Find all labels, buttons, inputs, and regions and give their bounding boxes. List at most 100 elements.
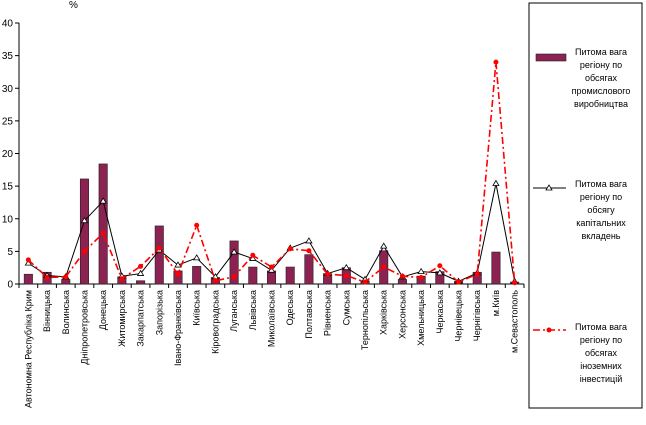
point-capital [136,269,145,276]
point-foreign [63,274,69,280]
x-tick-label: Київська [192,290,202,326]
legend-label: Питома вага регіону по обсягах іноземних інв… [575,322,627,384]
point-foreign [100,230,106,236]
point-foreign [156,245,162,251]
point-foreign [306,248,312,254]
bar [23,273,33,285]
bar [229,240,239,285]
point-foreign [399,273,405,279]
bar [285,266,295,285]
bar [79,178,89,285]
y-tick-label: 15 [2,182,14,193]
bar [397,279,407,285]
point-foreign [119,276,125,282]
x-tick-label: м.Київ [491,290,501,316]
x-tick-label: Полтавська [304,290,314,339]
point-foreign [493,59,499,65]
x-tick-label: Автономна Республіка Крим [23,290,33,408]
x-tick-label: Миколаївська [267,290,277,347]
point-capital [436,269,444,276]
point-foreign [231,274,237,280]
bar [173,270,183,285]
y-tick-label: 10 [2,214,14,225]
point-foreign [25,257,31,263]
legend-swatch-bar [535,53,567,62]
y-tick-label: 20 [2,149,14,160]
x-tick-label: Луганська [229,290,239,332]
point-capital [267,266,276,273]
point-capital [249,254,257,261]
x-tick-label: Чернівецька [454,290,464,342]
point-foreign [381,264,387,270]
x-tick-label: м.Севастополь [510,290,520,353]
line-series [24,59,519,286]
point-foreign [138,263,144,269]
bar [491,251,501,285]
point-foreign [512,280,518,286]
legend-marker-capital [545,184,553,191]
x-tick-label: Львівська [248,290,258,330]
bar [248,266,258,285]
point-capital [99,197,107,204]
x-tick-label: Тернопільська [360,290,370,350]
series-line-foreign [27,62,516,283]
point-foreign [81,248,87,254]
bar [266,270,277,285]
y-tick-label: 40 [2,19,14,30]
y-tick-label: 0 [7,280,13,291]
point-capital [192,254,201,261]
point-capital [492,179,500,186]
point-foreign [343,273,349,279]
x-tick-label: Дніпропетровська [79,290,89,365]
point-foreign [437,263,443,269]
point-foreign [362,279,368,285]
x-tick-label: Хмельницька [416,290,426,346]
point-foreign [212,278,218,284]
legend-label: Питома вага регіону по обсягу капітальних вк… [575,179,627,241]
bar [61,279,71,285]
x-tick-label: Закарпатська [136,290,146,347]
point-foreign [287,246,293,252]
y-tick-label: 5 [7,247,13,258]
point-foreign [194,222,200,228]
x-tick-label: Івано-Франківська [173,290,183,366]
y-tick-label: 35 [2,51,14,62]
x-tick-label: Чернігівська [472,290,482,341]
point-foreign [250,252,256,258]
x-tick-label: Житомирська [117,290,127,347]
bar [98,163,108,285]
point-capital [24,259,33,266]
x-tick-label: Вінницька [42,290,52,332]
x-tick-label: Херсонська [397,290,407,339]
y-axis-label: % [69,0,78,11]
legend: Питома вага регіону по обсягах промислового… [528,2,643,409]
point-capital [80,216,89,224]
point-capital [417,267,425,275]
x-axis: Автономна Республіка Крим Вінницька Волинс… [18,283,525,408]
point-capital [342,263,351,271]
x-tick-label: Одеська [285,290,295,325]
x-tick-label: Волинська [61,290,71,334]
point-foreign [474,271,480,277]
x-tick-label: Запорізька [154,290,164,335]
point-foreign [456,279,462,285]
bar [154,225,164,285]
x-tick-label: Сумська [341,290,351,325]
x-tick-label: Черкаська [435,290,445,333]
point-capital [380,242,388,249]
point-foreign [269,264,274,270]
legend-box [528,2,643,409]
legend-marker-foreign [546,327,552,333]
y-tick-label: 25 [2,116,14,127]
y-axis: 0 5 10 15 20 25 30 35 40 [2,19,20,291]
x-tick-label: Рівненська [323,290,333,336]
bar [192,266,202,285]
point-foreign [325,271,331,277]
point-capital [230,248,238,255]
point-foreign [175,271,181,277]
legend-label: Питома вага регіону по обсягах промислового… [572,47,631,109]
bar [304,254,314,285]
point-capital [174,261,182,268]
x-tick-label: Кіровоградська [210,290,220,354]
